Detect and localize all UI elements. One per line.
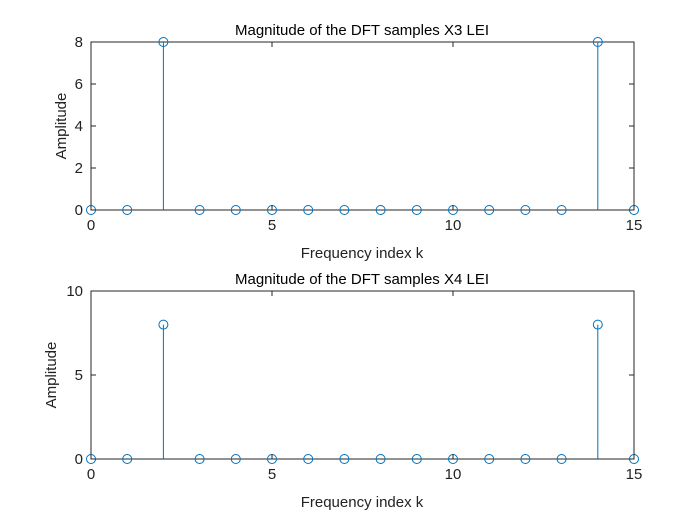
chart-title: Magnitude of the DFT samples X3 LEI xyxy=(235,22,489,39)
y-tick-label: 0 xyxy=(75,451,83,468)
chart-x4: 0 5 10 15 0 5 10 Magnitude of the DFT samples … xyxy=(43,271,642,511)
x-tick-label: 0 xyxy=(87,217,95,234)
x-tick-label: 15 xyxy=(626,217,643,234)
stem-marker xyxy=(230,205,241,215)
x-tick-label: 15 xyxy=(626,466,643,483)
x-axis-label: Frequency index k xyxy=(301,494,424,511)
stem-marker xyxy=(484,205,495,215)
stem-marker xyxy=(303,454,314,464)
ticks: 0 5 10 15 0 2 4 6 8 xyxy=(75,34,643,234)
stem-marker xyxy=(375,454,386,464)
y-tick-label: 5 xyxy=(75,367,83,384)
y-tick-label: 4 xyxy=(75,118,83,135)
stem-marker xyxy=(411,205,422,215)
stem-marker xyxy=(158,319,169,330)
x-tick-label: 10 xyxy=(445,466,462,483)
stem-marker xyxy=(303,205,314,215)
x-tick-label: 5 xyxy=(268,466,276,483)
stem-marker xyxy=(230,454,241,464)
plot-area xyxy=(90,290,635,460)
plot-area xyxy=(90,41,635,211)
stem-marker xyxy=(194,454,205,464)
ticks: 0 5 10 15 0 5 10 xyxy=(66,283,642,483)
x-axis-label: Frequency index k xyxy=(301,245,424,262)
stem-marker xyxy=(592,319,603,330)
y-tick-label: 10 xyxy=(66,283,83,300)
y-tick-label: 0 xyxy=(75,202,83,219)
stem-marker xyxy=(339,205,350,215)
y-axis-label: Amplitude xyxy=(53,93,70,160)
x-tick-label: 5 xyxy=(268,217,276,234)
stem-marker xyxy=(520,205,531,215)
y-tick-label: 6 xyxy=(75,76,83,93)
stem-marker xyxy=(411,454,422,464)
stem-marker xyxy=(194,205,205,215)
stems xyxy=(86,319,639,464)
chart-x3: 0 5 10 15 0 2 4 6 8 Magnitude of the DFT samples… xyxy=(53,22,642,262)
stem-marker xyxy=(122,454,133,464)
y-tick-label: 2 xyxy=(75,160,83,177)
stem-marker xyxy=(158,37,169,47)
stem-marker xyxy=(484,454,495,464)
stem-marker xyxy=(520,454,531,464)
stem-marker xyxy=(556,454,567,464)
stem-marker xyxy=(122,205,133,215)
x-tick-label: 10 xyxy=(445,217,462,234)
stem-marker xyxy=(592,37,603,47)
stem-marker xyxy=(339,454,350,464)
stem-marker xyxy=(556,205,567,215)
stem-marker xyxy=(375,205,386,215)
y-tick-label: 8 xyxy=(75,34,83,51)
y-axis-label: Amplitude xyxy=(43,342,60,409)
chart-title: Magnitude of the DFT samples X4 LEI xyxy=(235,271,489,288)
x-tick-label: 0 xyxy=(87,466,95,483)
